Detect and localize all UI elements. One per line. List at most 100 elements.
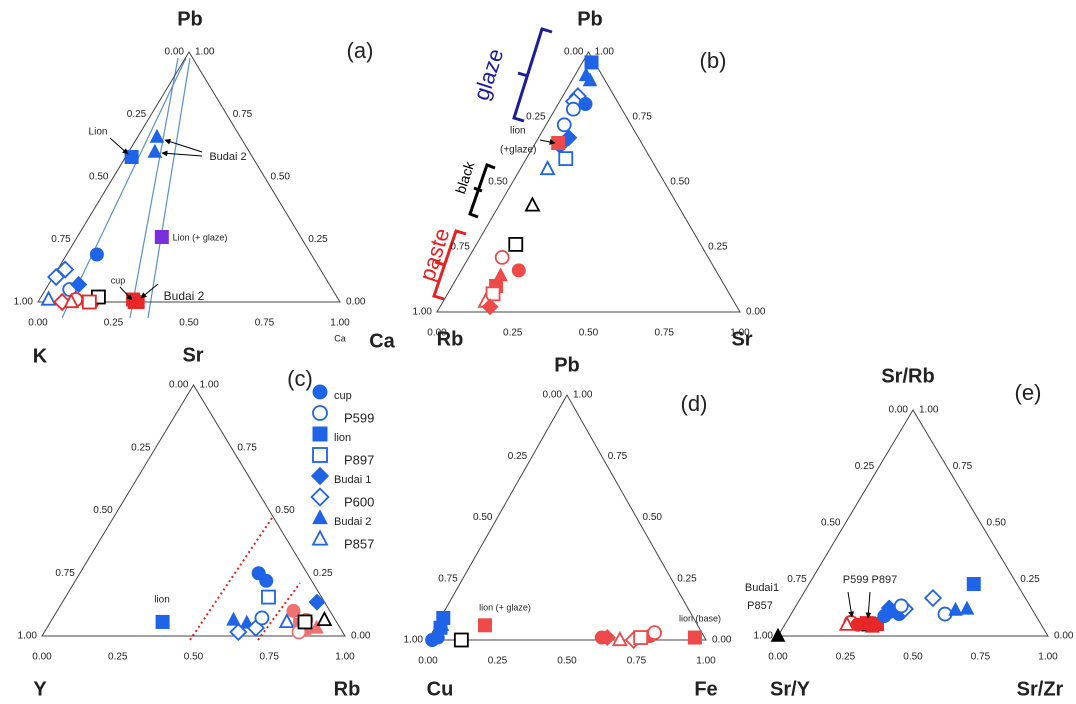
data-point (147, 143, 163, 158)
left-tick-label: 1.00 (754, 631, 774, 642)
data-point (647, 625, 662, 641)
bottom-tick-label: 0.75 (627, 656, 647, 667)
annotation-arrow (119, 286, 133, 301)
bottom-tick-label: 0.25 (503, 328, 523, 339)
data-point (948, 601, 963, 616)
right-tick-label: 0.75 (237, 442, 257, 453)
data-point (261, 589, 276, 605)
data-point (229, 622, 248, 642)
annotation: Lion (+ glaze) (173, 232, 228, 242)
bottom-tick-label: 0.25 (104, 318, 124, 329)
left-tick-label: 0.75 (55, 568, 75, 579)
right-corner-label: Fe (694, 678, 717, 700)
annotation: P857 (747, 600, 773, 612)
right-tick-label: 1.00 (595, 47, 615, 58)
data-point (278, 612, 295, 629)
annotation: Budai1 (745, 582, 779, 594)
panel-label: (d) (681, 391, 708, 416)
data-point (493, 267, 508, 282)
left-tick-label: 0.25 (855, 461, 875, 472)
annotation: Ca (334, 333, 346, 343)
bottom-tick-label: 0.25 (836, 652, 856, 663)
right-tick-label: 0.00 (746, 307, 766, 318)
data-point (959, 600, 975, 615)
triangle-frame (436, 51, 741, 313)
legend-label: lion (334, 432, 351, 444)
data-point (584, 55, 599, 70)
left-tick-label: 0.75 (787, 574, 807, 585)
bottom-tick-label: 0.50 (184, 652, 204, 663)
right-tick-label: 0.00 (346, 297, 366, 308)
guide-lines (61, 57, 191, 319)
left-corner-label: Y (33, 678, 47, 700)
data-point (770, 627, 786, 642)
bottom-tick-label: 0.50 (179, 318, 199, 329)
legend-label: Budai 2 (334, 516, 371, 528)
left-tick-label: 0.25 (127, 109, 147, 120)
left-tick-label: 0.00 (169, 380, 189, 391)
right-tick-label: 1.00 (919, 405, 939, 416)
data-point (511, 263, 526, 278)
bottom-tick-label: 0.00 (427, 328, 447, 339)
right-tick-label: 0.25 (308, 234, 328, 245)
bottom-tick-label: 0.50 (579, 328, 599, 339)
data-point (246, 618, 265, 638)
data-point (565, 101, 581, 117)
data-point (154, 230, 169, 244)
data-point (481, 298, 499, 316)
right-corner-label: Rb (334, 678, 361, 700)
right-tick-label: 1.00 (195, 47, 215, 58)
left-tick-label: 0.75 (51, 234, 71, 245)
left-tick-label: 0.75 (438, 573, 458, 584)
bottom-tick-label: 1.00 (730, 328, 750, 339)
right-tick-label: 0.25 (708, 242, 728, 253)
data-point (582, 72, 598, 87)
annotation: lion (+ glaze) (479, 602, 531, 612)
right-corner-label: Sr/Zr (1017, 678, 1064, 700)
bottom-tick-label: 0.00 (418, 656, 438, 667)
apex-label: Pb (577, 8, 603, 30)
triangle-frame (37, 51, 341, 303)
bottom-tick-label: 1.00 (335, 652, 355, 663)
bottom-tick-label: 0.25 (108, 652, 128, 663)
apex-label: Pb (554, 354, 580, 376)
left-tick-label: 0.25 (131, 442, 151, 453)
data-point (316, 610, 333, 627)
right-tick-label: 0.50 (275, 505, 295, 516)
data-point (254, 610, 270, 626)
triangle-frame (41, 384, 346, 637)
left-tick-label: 0.00 (564, 47, 584, 58)
legend-marker (312, 384, 328, 400)
bottom-tick-label: 0.75 (260, 652, 280, 663)
right-tick-label: 0.00 (351, 631, 371, 642)
data-point (89, 247, 104, 262)
right-tick-label: 1.00 (200, 380, 220, 391)
right-tick-label: 0.75 (608, 451, 628, 462)
left-tick-label: 0.00 (889, 405, 909, 416)
panel-label: (e) (1015, 380, 1042, 405)
legend-marker (310, 466, 330, 486)
apex-label: Sr/Rb (881, 365, 934, 387)
left-tick-label: 0.50 (89, 172, 109, 183)
legend-marker (312, 509, 328, 525)
right-tick-label: 0.00 (712, 635, 732, 646)
legend-label: P599 (344, 410, 374, 425)
data-point (308, 593, 326, 611)
data-point (47, 267, 66, 287)
legend-marker (310, 487, 330, 507)
left-tick-label: 0.50 (821, 518, 841, 529)
right-tick-label: 0.75 (632, 112, 652, 123)
annotation: (+glaze) (500, 145, 536, 156)
data-point (539, 159, 556, 176)
annotation: glaze (468, 46, 508, 104)
panel-label: (c) (287, 366, 313, 391)
legend-marker (312, 405, 328, 421)
annotation: lion (510, 126, 526, 137)
left-tick-label: 0.50 (93, 505, 113, 516)
annotation-arrow (161, 150, 203, 157)
legend-label: P857 (344, 536, 374, 551)
left-tick-label: 0.25 (508, 451, 528, 462)
annotation-arrow (539, 138, 556, 145)
annotation-arrow (164, 138, 203, 153)
